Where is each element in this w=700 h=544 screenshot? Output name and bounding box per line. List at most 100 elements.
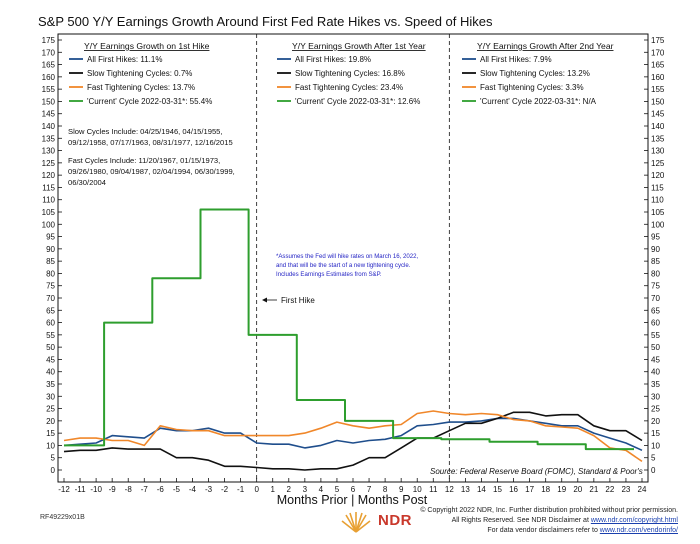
x-tick-label: 8 [383,485,388,494]
y-tick-left-label: 160 [42,73,56,82]
y-axis-right: 0 5 10 15 20 25 30 35 40 45 50 55 60 65 70 75 80 85 90 95 10… [644,36,665,475]
copyright-line-2-text: All Rights Reserved. See NDR Disclaimer … [451,517,591,524]
y-tick-left-label: 40 [46,368,55,377]
x-tick-label: 24 [638,485,647,494]
y-tick-right-label: 80 [651,269,660,278]
y-tick-left-label: 5 [51,454,56,463]
x-tick-label: 17 [525,485,534,494]
legend-entry: Slow Tightening Cycles: 16.8% [295,69,405,78]
y-tick-right-label: 130 [651,147,665,156]
y-tick-right-label: 150 [651,97,665,106]
y-tick-right-label: 145 [651,110,665,119]
x-tick-label: 0 [254,485,259,494]
y-tick-left-label: 150 [42,97,56,106]
legend-panel-title: Y/Y Earnings Growth After 2nd Year [477,41,614,51]
legend-entry: 'Current' Cycle 2022-03-31*: N/A [480,97,597,106]
y-tick-left-label: 65 [46,306,55,315]
cycle-note-2: 09/12/1958, 07/17/1963, 08/31/1977, 12/1… [68,138,233,147]
x-tick-label: 10 [413,485,422,494]
x-tick-label: -4 [189,485,197,494]
y-tick-left-label: 105 [42,208,56,217]
copyright-line-3: For data vendor disclaimers refer to www… [420,526,678,536]
x-tick-label: 23 [621,485,630,494]
x-tick-label: 13 [461,485,470,494]
y-tick-right-label: 65 [651,306,660,315]
y-tick-right-label: 85 [651,257,660,266]
x-tick-label: -12 [58,485,70,494]
y-tick-right-label: 10 [651,441,660,450]
y-tick-right-label: 160 [651,73,665,82]
y-tick-right-label: 50 [651,343,660,352]
y-tick-left-label: 90 [46,245,55,254]
first-hike-annotation: First Hike [262,296,315,305]
legend-entry: Fast Tightening Cycles: 3.3% [480,83,584,92]
cycle-note-4: 09/26/1980, 09/04/1987, 02/04/1994, 06/3… [68,167,235,176]
y-tick-right-label: 45 [651,355,660,364]
cycle-note-3: Fast Cycles Include: 11/20/1967, 01/15/1… [68,156,220,165]
y-tick-left-label: 25 [46,405,55,414]
x-tick-label: -10 [90,485,102,494]
y-tick-right-label: 175 [651,36,665,45]
x-tick-label: 2 [287,485,292,494]
y-tick-right-label: 95 [651,233,660,242]
y-tick-left-label: 125 [42,159,56,168]
x-tick-label: -11 [75,485,87,494]
y-axis-left: 0 5 10 15 20 25 30 35 40 45 50 55 60 65 70 75 80 85 90 95 10… [42,36,62,475]
y-tick-right-label: 15 [651,429,660,438]
y-tick-right-label: 20 [651,417,660,426]
x-tick-label: 5 [335,485,340,494]
y-tick-left-label: 20 [46,417,55,426]
legend-panel-title: Y/Y Earnings Growth on 1st Hike [84,41,210,51]
y-tick-left-label: 75 [46,282,55,291]
cycle-note-5: 06/30/2004 [68,178,106,187]
chart-title: S&P 500 Y/Y Earnings Growth Around First… [38,14,493,29]
copyright-link[interactable]: www.ndr.com/copyright.html [590,517,678,524]
x-tick-label: -2 [221,485,229,494]
x-tick-label: 18 [541,485,550,494]
y-tick-right-label: 5 [651,454,656,463]
x-tick-label: 15 [493,485,502,494]
x-tick-label: 22 [605,485,614,494]
legend-entry: 'Current' Cycle 2022-03-31*: 12.6% [295,97,420,106]
source-note: Source: Federal Reserve Board (FOMC), St… [430,467,643,476]
y-tick-right-label: 75 [651,282,660,291]
assumption-note-3: Includes Earnings Estimates from S&P. [276,271,382,278]
x-tick-label: 12 [445,485,454,494]
assumption-note-1: *Assumes the Fed will hike rates on Marc… [276,253,419,260]
y-tick-right-label: 170 [651,48,665,57]
copyright-line-1: © Copyright 2022 NDR, Inc. Further distr… [420,507,678,514]
y-tick-left-label: 55 [46,331,55,340]
y-tick-left-label: 165 [42,61,56,70]
first-hike-arrow-head [262,297,267,303]
x-tick-label: 19 [557,485,566,494]
copyright-line-3-text: For data vendor disclaimers refer to [487,527,600,534]
y-tick-left-label: 95 [46,233,55,242]
y-tick-right-label: 60 [651,319,660,328]
x-tick-label: 9 [399,485,404,494]
x-tick-label: 7 [367,485,372,494]
x-tick-label: 6 [351,485,356,494]
copyright-block: © Copyright 2022 NDR, Inc. Further distr… [420,506,678,536]
series-line-0 [63,417,643,452]
y-tick-right-label: 120 [651,171,665,180]
y-tick-left-label: 35 [46,380,55,389]
y-tick-left-label: 80 [46,269,55,278]
y-tick-right-label: 105 [651,208,665,217]
legend-entry: Slow Tightening Cycles: 13.2% [480,69,590,78]
y-tick-right-label: 30 [651,392,660,401]
legend-entry: Slow Tightening Cycles: 0.7% [87,69,192,78]
y-tick-right-label: 35 [651,380,660,389]
x-tick-label: -5 [173,485,181,494]
vendor-info-link[interactable]: www.ndr.com/vendorinfo/ [599,527,678,534]
first-hike-label: First Hike [281,296,315,305]
x-axis-label: Months Prior | Months Post [277,493,428,507]
y-tick-left-label: 15 [46,429,55,438]
y-tick-right-label: 55 [651,331,660,340]
x-tick-label: 16 [509,485,518,494]
x-tick-label: -3 [205,485,213,494]
y-tick-right-label: 90 [651,245,660,254]
y-tick-right-label: 125 [651,159,665,168]
y-tick-left-label: 155 [42,85,56,94]
series-line-3 [64,208,634,451]
x-axis: -12 -11 -10 -9 -8 -7 -6 -5 -4 -3 -2 -1 0 1 2 3 4 5 6 7 8 9 10 1… [58,478,647,494]
